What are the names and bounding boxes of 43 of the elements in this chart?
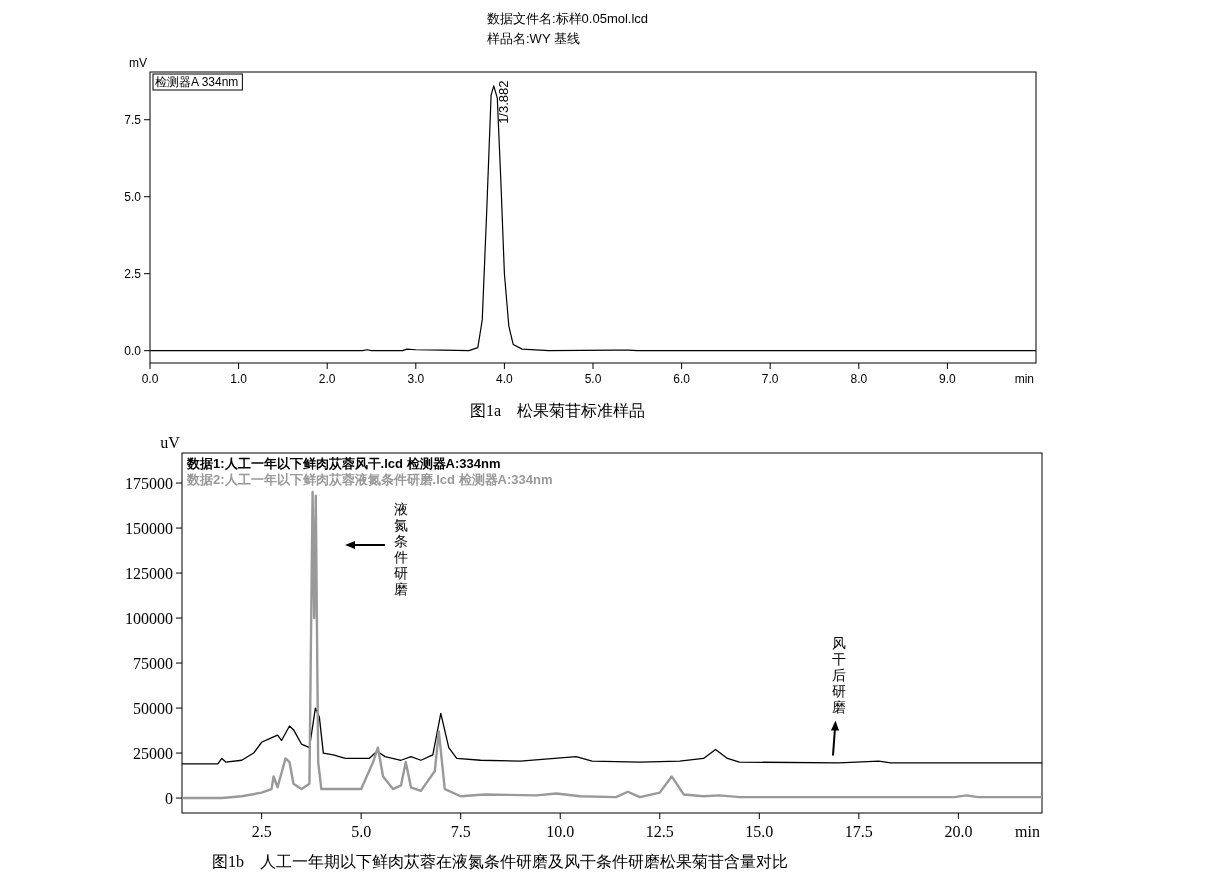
x-axis-title: min <box>1015 823 1040 840</box>
x-tick-label: 5.0 <box>351 823 372 840</box>
x-tick-label: 12.5 <box>645 823 674 840</box>
caption: 图1b 人工一年期以下鲜肉苁蓉在液氮条件研磨及风干条件研磨松果菊苷含量对比 <box>212 853 788 870</box>
x-tick-label: 9.0 <box>939 372 957 386</box>
y-tick-label: 0.0 <box>124 343 142 358</box>
caption: 图1a 松果菊苷标准样品 <box>470 402 646 419</box>
y-tick-label: 7.5 <box>124 112 142 127</box>
y-axis-title: uV <box>160 434 181 451</box>
annotation: 1/3.882 <box>495 80 511 124</box>
x-tick-label: 20.0 <box>944 823 973 840</box>
y-tick-label: 75000 <box>133 654 173 672</box>
x-tick-label: 17.5 <box>844 823 873 840</box>
y-tick-label: 2.5 <box>124 266 142 281</box>
chart-subtitle: 样品名:WY 基线 <box>487 31 580 46</box>
x-tick-label: 7.5 <box>450 823 471 840</box>
x-tick-label: 7.0 <box>761 372 779 386</box>
annotation: 风干后研磨 <box>831 635 846 716</box>
x-tick-label: 10.0 <box>546 823 575 840</box>
y-tick-label: 5.0 <box>124 189 142 204</box>
y-tick-label: 50000 <box>133 699 173 717</box>
y-tick-label: 125000 <box>125 564 173 582</box>
x-tick-label: 15.0 <box>745 823 774 840</box>
x-tick-label: 3.0 <box>407 372 425 386</box>
y-tick-label: 0 <box>165 789 173 807</box>
x-tick-label: 8.0 <box>850 372 868 386</box>
legend: 检测器A 334nm <box>152 73 243 91</box>
y-axis-title: mV <box>129 56 147 70</box>
annotation: 液氮条件研磨 <box>394 501 408 597</box>
x-axis-title: min <box>1014 372 1034 386</box>
y-tick-label: 175000 <box>125 474 173 492</box>
y-tick-label: 100000 <box>125 609 173 627</box>
x-tick-label: 1.0 <box>230 372 248 386</box>
y-tick-label: 25000 <box>133 744 173 762</box>
x-tick-label: 5.0 <box>584 372 602 386</box>
legend: 数据1:人工一年以下鲜肉苁蓉风干.lcd 检测器A:334nm 数据2:人工一年以下鲜肉苁蓉液氮条件研磨.lcd 检测器A:334nm <box>187 456 553 487</box>
x-tick-label: 2.5 <box>251 823 272 840</box>
y-tick-label: 150000 <box>125 519 173 537</box>
chart-title: 数据文件名:标样0.05mol.lcd <box>487 11 649 26</box>
x-tick-label: 2.0 <box>318 372 336 386</box>
x-tick-label: 4.0 <box>496 372 514 386</box>
line-series <box>182 490 1042 800</box>
x-tick-label: 6.0 <box>673 372 691 386</box>
